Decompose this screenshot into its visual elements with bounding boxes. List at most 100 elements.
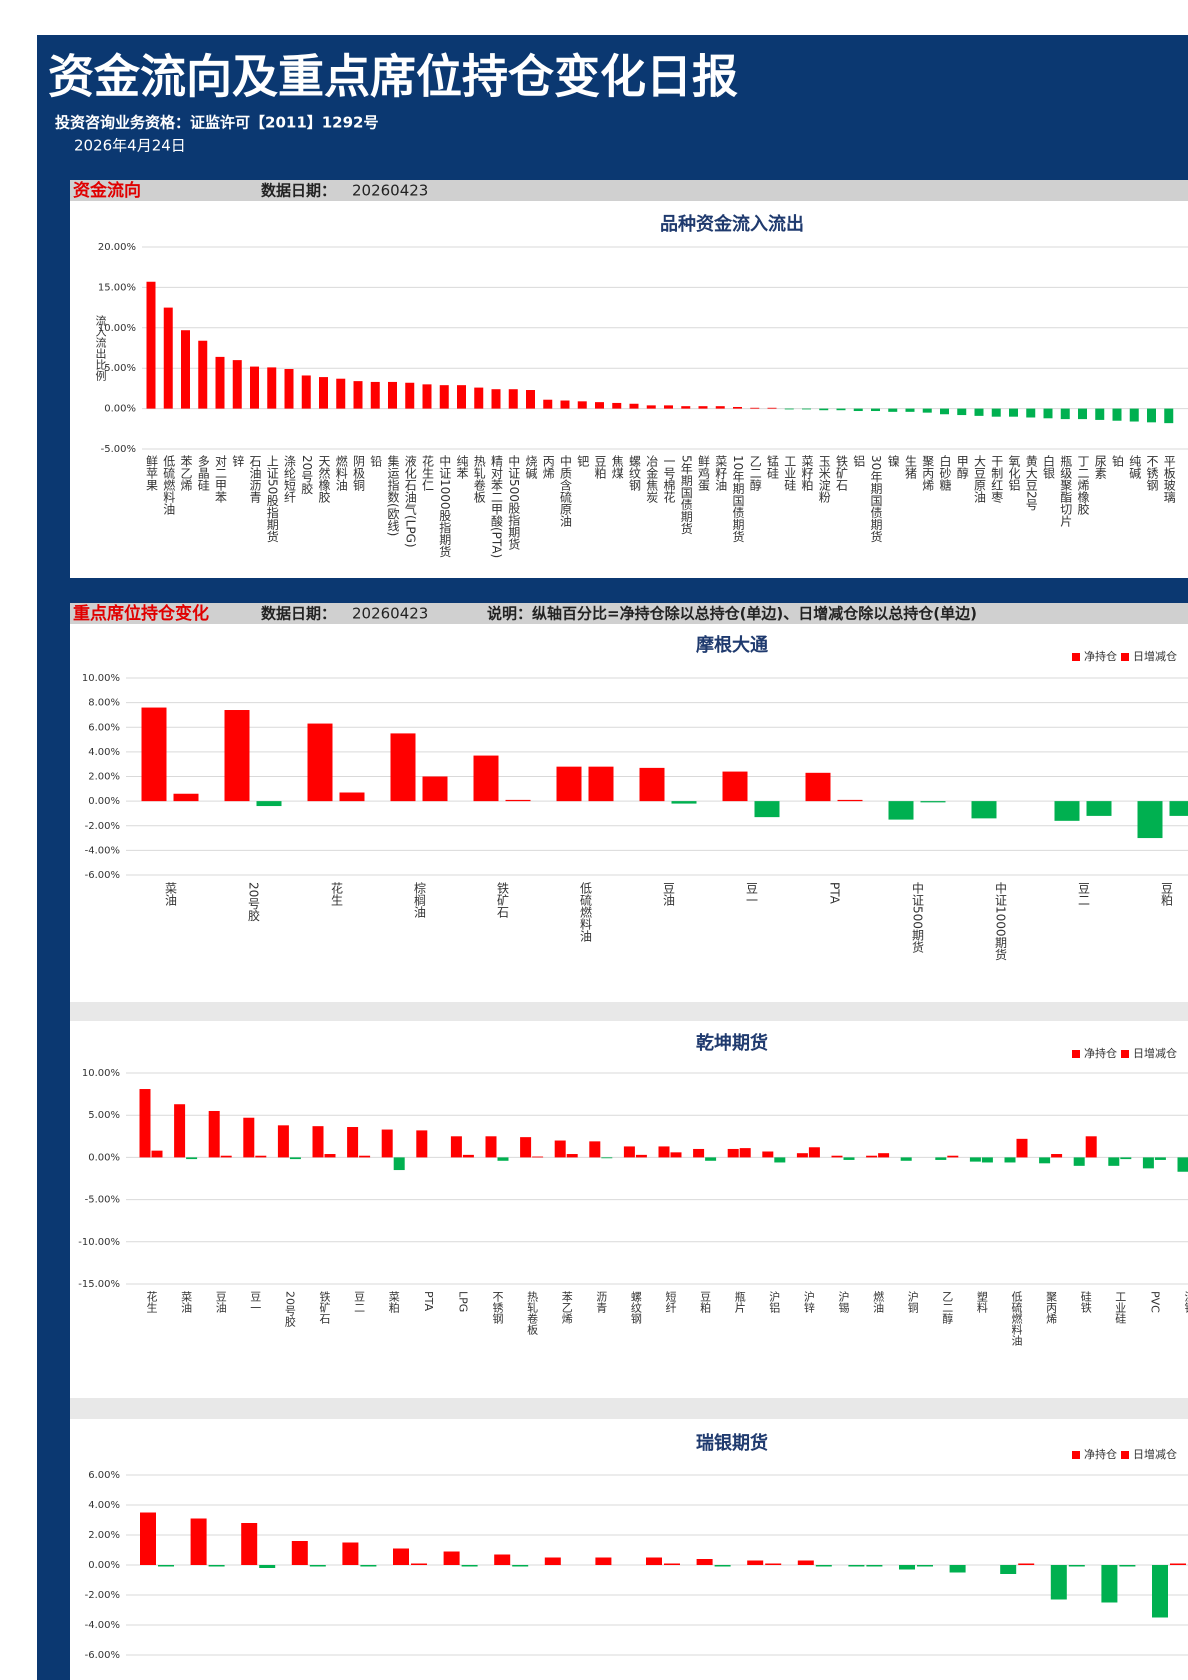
bar [1177, 1157, 1188, 1172]
y-axis-label: 流入流出比例 [94, 314, 107, 381]
x-tick-label: 燃油 [872, 1290, 885, 1313]
legend-label: 日增减仓 [1133, 1046, 1177, 1060]
y-tick-label: 10.00% [98, 323, 136, 334]
bar [808, 1147, 820, 1158]
bar [705, 1157, 717, 1161]
bar [664, 1563, 680, 1565]
bar [843, 1157, 855, 1160]
bar [715, 406, 725, 409]
y-tick-label: -4.00% [85, 1620, 120, 1631]
bar [595, 1557, 612, 1565]
bar [405, 382, 415, 409]
y-tick-label: -6.00% [85, 1650, 120, 1661]
x-tick-label: 菜油 [180, 1291, 193, 1313]
bar [754, 801, 780, 818]
bar [173, 793, 199, 802]
bar [494, 1554, 511, 1565]
bar [319, 377, 328, 409]
bar [416, 1130, 428, 1158]
x-tick-label: 螺纹钢 [629, 1291, 642, 1324]
x-tick-label: 焦煤 [610, 455, 624, 479]
bar [505, 799, 531, 802]
bar [1170, 1563, 1186, 1565]
section-bar [70, 603, 1188, 624]
bar [259, 1565, 276, 1568]
section-bar [70, 180, 1188, 201]
bar [671, 801, 697, 804]
x-tick-label: PVC [1148, 1291, 1161, 1313]
bar [439, 385, 449, 409]
bar [256, 801, 282, 807]
x-tick-label: 塑料 [975, 1290, 988, 1314]
bar [336, 378, 346, 409]
bar [935, 1157, 947, 1160]
bar [267, 367, 277, 409]
x-tick-label: 豆粕 [593, 455, 607, 479]
section-name: 资金流向 [73, 180, 141, 201]
bar [190, 1518, 207, 1565]
x-tick-label: 黄大豆2号 [1024, 455, 1038, 511]
bar [714, 1565, 731, 1567]
x-tick-label: 花生仁 [421, 454, 435, 491]
bar [457, 385, 466, 409]
bar [878, 1153, 890, 1158]
bar [815, 1565, 832, 1567]
bar [566, 1154, 578, 1158]
x-tick-label: 干制红枣 [990, 455, 1004, 504]
bar [722, 771, 748, 802]
bar [646, 405, 656, 409]
bar [141, 707, 167, 802]
x-tick-label: 镍 [886, 455, 900, 467]
y-tick-label: -2.00% [85, 821, 120, 832]
bar [866, 1565, 883, 1567]
bar [848, 1565, 865, 1567]
x-tick-label: 集运指数(欧线) [386, 454, 400, 537]
bar [312, 1126, 324, 1158]
x-tick-label: 纯碱 [1128, 455, 1142, 480]
bar [560, 400, 570, 409]
bar [639, 767, 665, 802]
bar [1095, 408, 1105, 420]
y-tick-label: 2.00% [88, 772, 120, 783]
x-tick-label: 沥青 [595, 1291, 608, 1314]
bar [1152, 1565, 1168, 1618]
x-tick-label: 鲜苹果 [145, 455, 159, 491]
bar [635, 1154, 647, 1158]
bar [601, 1157, 613, 1159]
bar [917, 1565, 933, 1567]
bar [284, 369, 294, 409]
bar [837, 799, 863, 802]
x-tick-label: 铁矿石 [835, 455, 849, 491]
bar [1154, 1157, 1166, 1160]
y-tick-label: 6.00% [88, 1470, 120, 1481]
bar [1086, 801, 1112, 816]
y-tick-label: 10.00% [82, 673, 120, 684]
y-tick-label: 0.00% [104, 404, 136, 415]
x-tick-label: 豆粕 [1160, 882, 1174, 906]
bar [215, 356, 225, 409]
bar [981, 1157, 993, 1163]
bar [589, 1141, 601, 1158]
data-date: 20260423 [352, 182, 428, 200]
bar [888, 801, 914, 820]
x-tick-label: 一号棉花 [662, 455, 676, 504]
bar [1078, 408, 1087, 420]
bar [899, 1565, 915, 1570]
x-tick-label: 鲜鸡蛋 [697, 455, 711, 492]
bar [277, 1125, 289, 1158]
bar [174, 1104, 186, 1158]
x-tick-label: 聚丙烯 [921, 455, 935, 491]
x-tick-label: 沪镍 [1183, 1290, 1188, 1314]
bar [727, 1148, 739, 1158]
y-tick-label: 8.00% [88, 698, 120, 709]
bar [393, 1157, 405, 1171]
x-tick-label: 硅铁 [1079, 1291, 1092, 1313]
bar [971, 801, 997, 819]
chart-title: 摩根大通 [696, 634, 768, 656]
x-tick-label: 烧碱 [524, 455, 538, 480]
legend-label: 净持仓 [1084, 1046, 1117, 1060]
x-tick-label: 锰硅 [766, 454, 780, 479]
y-tick-label: -15.00% [78, 1279, 120, 1290]
bar [309, 1565, 326, 1567]
